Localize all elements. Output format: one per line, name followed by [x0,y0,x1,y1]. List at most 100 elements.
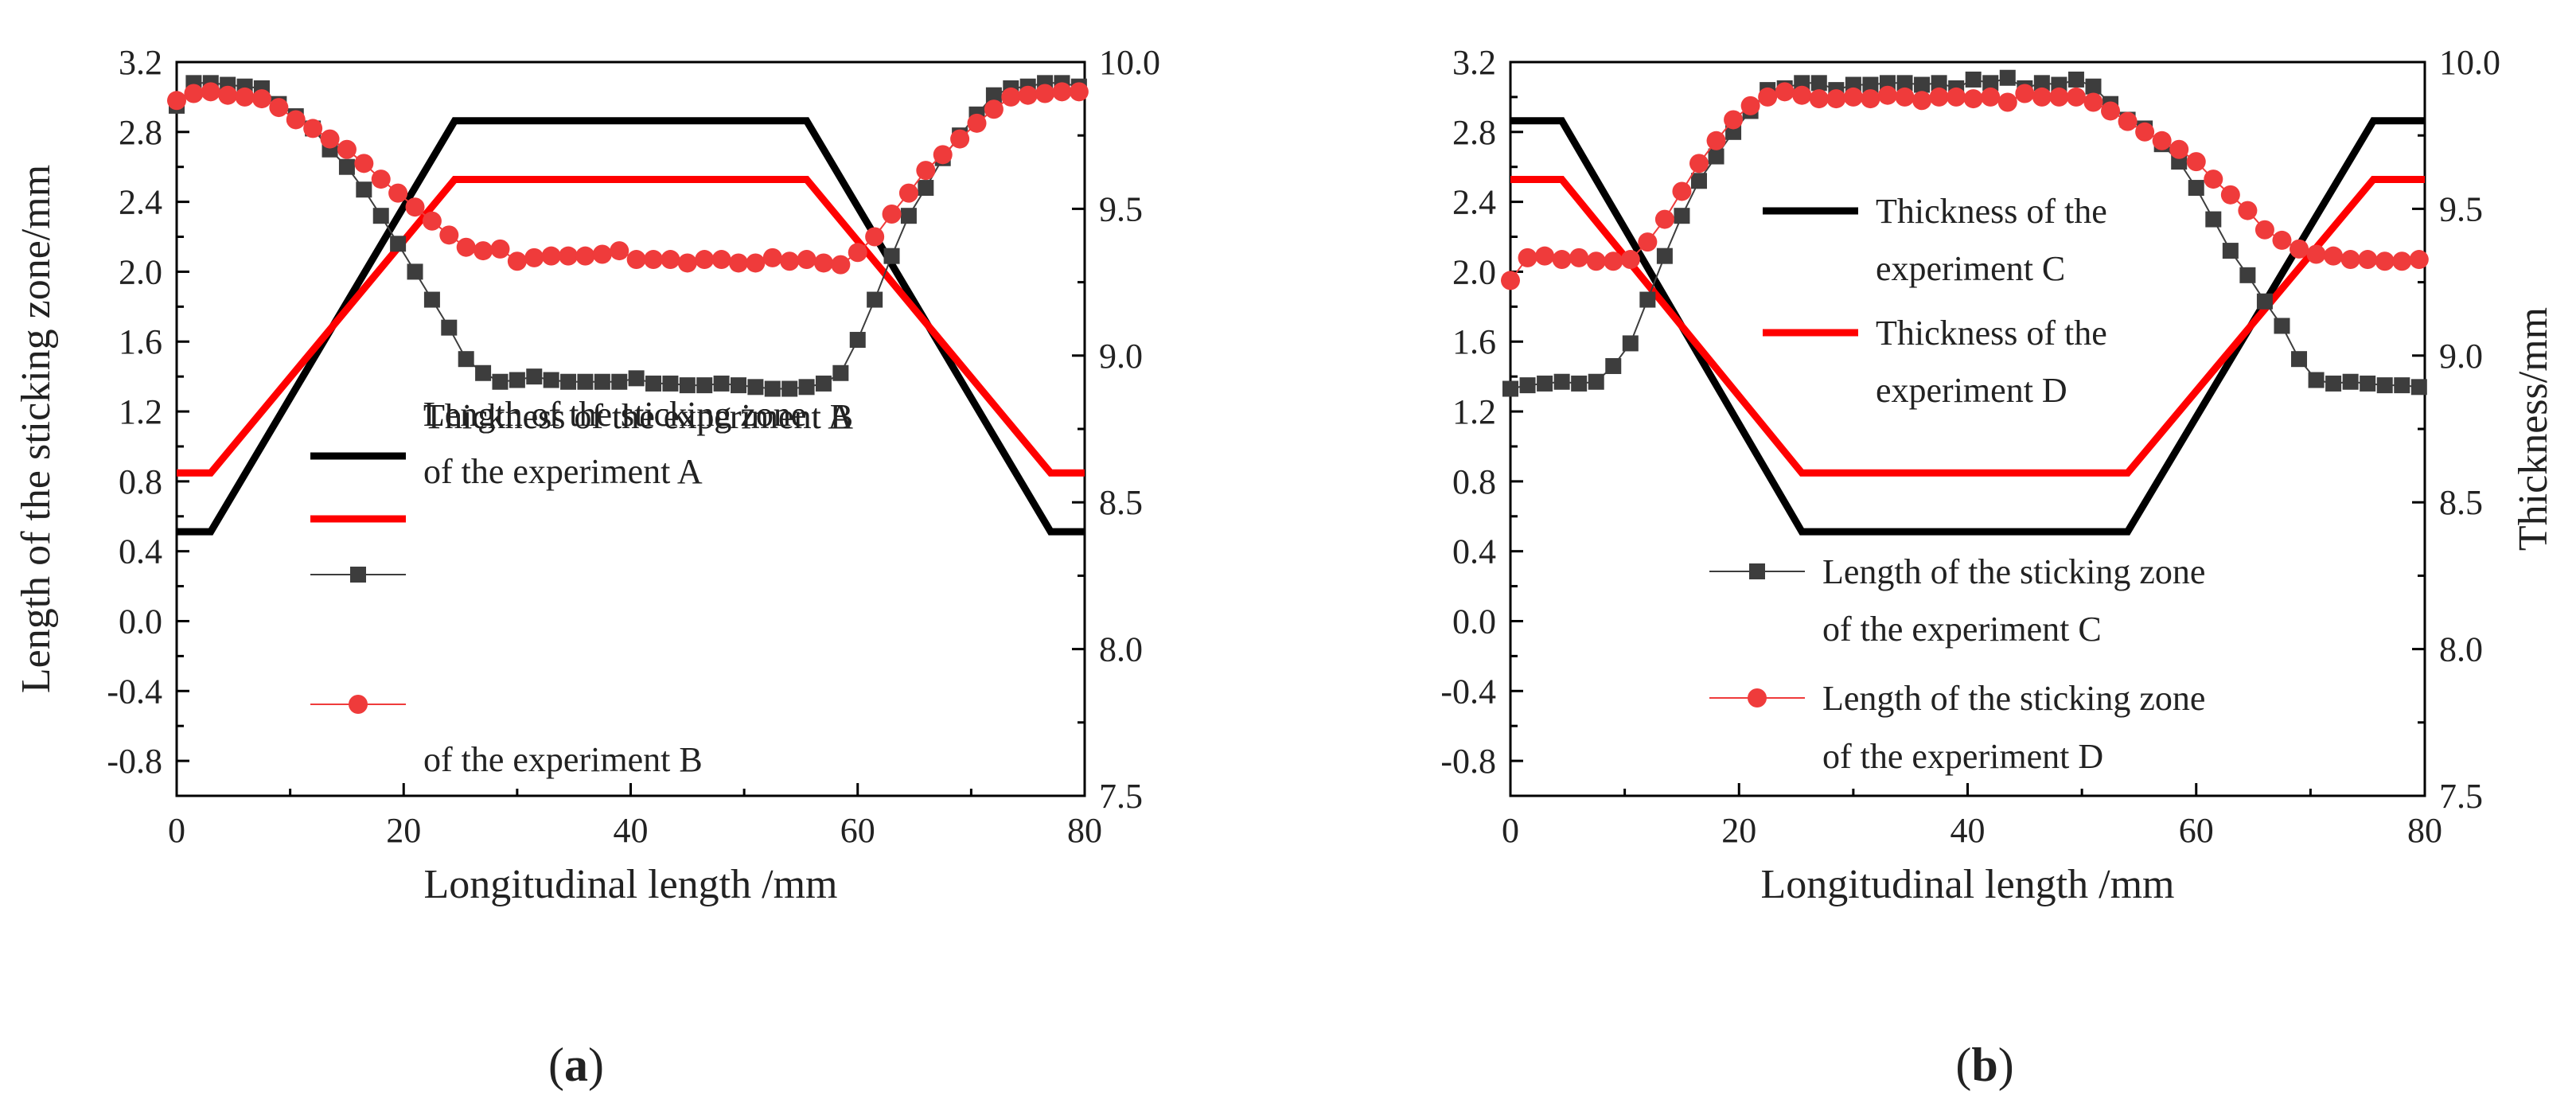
data-point-square [985,87,1002,103]
legend-label: Thickness of the [1876,314,2107,353]
data-point-square [867,291,883,308]
data-point-square [1982,75,1999,92]
data-point-circle [251,89,271,109]
data-point-square [2274,318,2290,334]
y-left-tick-label: 0.8 [1452,462,1496,501]
data-point-circle [184,84,204,103]
data-point-circle [1586,251,1606,271]
data-point-circle [1018,85,1038,105]
panel-label: (b) [1955,1039,2013,1091]
data-point-square [1519,377,1536,394]
data-point-square [458,351,474,368]
data-point-circle [1552,250,1572,270]
series-line-0 [1510,117,2425,536]
y-left-tick-label: -0.8 [107,742,162,781]
legend-label: experiment D [1876,371,2067,410]
data-point-circle [2118,111,2138,131]
data-point-circle [1535,246,1555,266]
data-point-circle [916,161,936,181]
data-point-square [849,332,866,349]
data-point-square [475,364,492,381]
data-point-circle [2032,87,2052,107]
data-point-square [918,180,934,197]
data-point-circle [371,170,391,189]
data-point-circle [728,253,748,273]
x-tick-label: 80 [1067,811,1102,850]
data-point-circle [1638,232,1658,252]
data-point-square [372,208,389,224]
data-point-circle [474,241,493,261]
data-point-circle [405,197,425,217]
data-point-square [577,373,594,390]
data-point-circle [439,225,459,245]
legend-label: Thickness of the [1876,192,2107,231]
data-point-square [407,263,423,280]
y-left-tick-label: 2.8 [1452,113,1496,152]
data-point-square [1965,71,1982,88]
data-point-square [662,375,679,392]
data-point-circle [354,154,374,173]
y-right-tick-label: 10.0 [2439,43,2500,82]
data-point-square [1810,75,1827,92]
legend-label: of the experiment D [1822,737,2103,776]
data-point-circle [388,183,408,203]
data-point-circle [2101,101,2121,121]
y-right-tick-label: 8.0 [2439,630,2483,669]
y-left-tick-label: 2.0 [1452,252,1496,291]
panel-b: 0 20 40 60 80 -0.8 -0.4 0.0 0.4 0.8 1.2 1.6 2.0 2.4 2.… [1440,43,2556,1091]
legend-swatch-marker [350,567,366,583]
data-point-circle [2358,250,2378,270]
y-left-tick-label: 2.4 [1452,183,1496,222]
data-point-square [764,380,781,397]
legend-label: Length of the sticking zone [1822,679,2205,718]
y-right-tick-label: 8.5 [1099,483,1143,522]
y-right-tick-label: 9.5 [1099,189,1143,228]
data-point-circle [167,91,186,111]
data-point-circle [490,239,510,259]
y-right-axis-title: Thickness/mm [2511,307,2556,551]
y-right-tick-label: 9.0 [2439,337,2483,376]
x-tick-label: 20 [386,811,421,850]
data-point-circle [541,246,561,266]
x-tick-label: 60 [2179,811,2214,850]
data-point-circle [831,255,851,275]
data-point-circle [1604,251,1623,271]
legend-swatch-marker [1748,688,1767,707]
data-point-square [390,236,407,252]
legend-label: of the experiment A [423,452,703,491]
data-point-square [356,181,372,198]
legend-label: of the experiment C [1822,610,2102,649]
data-point-square [492,373,509,390]
y-right-tick-label: 10.0 [1099,43,1160,82]
data-point-square [628,370,645,387]
data-point-square [2308,372,2325,388]
data-point-square [2360,375,2376,392]
data-point-circle [1826,89,1846,109]
data-point-circle [2272,230,2292,250]
data-point-circle [524,248,544,267]
data-point-circle [2375,251,2395,271]
y-right-tick-label: 8.0 [1099,630,1143,669]
data-point-circle [1569,248,1589,267]
y-left-tick-label: 0.8 [119,462,162,501]
data-point-circle [320,129,340,149]
data-point-circle [1518,248,1537,267]
data-point-circle [2083,92,2103,112]
data-point-square [883,248,900,264]
x-tick-label: 60 [840,811,875,850]
data-point-circle [1672,181,1692,201]
data-point-square [1502,380,1518,397]
data-point-circle [1929,87,1949,107]
data-point-square [1553,373,1570,390]
y-left-tick-label: 1.6 [119,322,162,361]
data-point-square [2376,377,2393,394]
data-point-circle [1069,82,1089,102]
data-point-square [2394,377,2410,394]
data-point-circle [575,246,595,266]
data-point-square [2205,211,2222,228]
data-point-circle [1052,82,1072,102]
data-point-square [900,208,917,224]
data-point-circle [711,250,731,270]
data-point-circle [2015,84,2035,103]
